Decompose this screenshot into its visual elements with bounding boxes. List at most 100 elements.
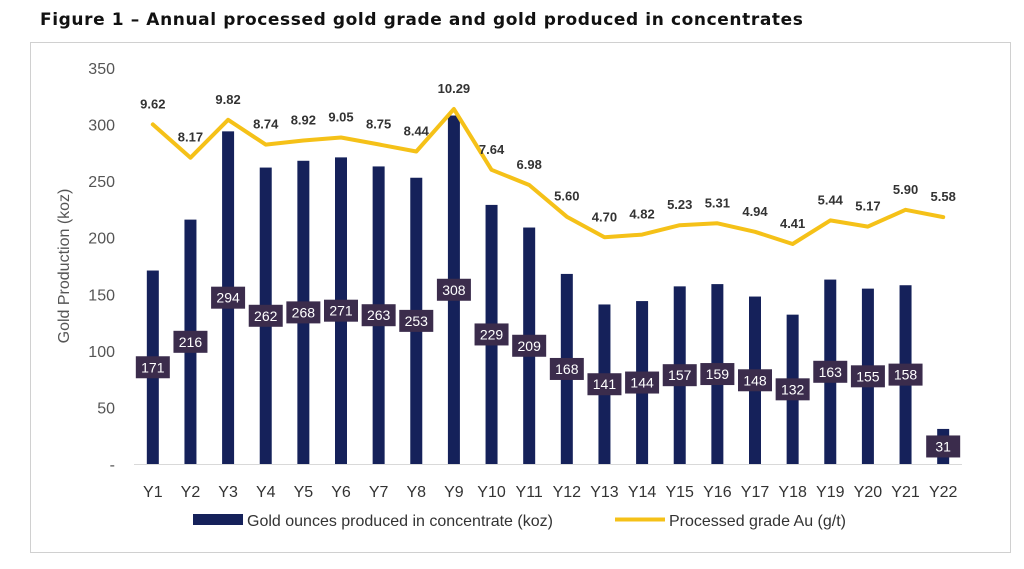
grade-data-label: 4.82: [629, 207, 654, 222]
grade-data-label: 5.90: [893, 182, 918, 197]
grade-data-label: 5.44: [818, 192, 844, 207]
bar-data-label: 144: [630, 375, 654, 391]
x-tick-label: Y11: [516, 484, 543, 501]
y-tick-label: 100: [88, 344, 115, 361]
bar-label-box: [888, 363, 923, 386]
x-tick-label: Y20: [854, 484, 883, 501]
x-tick-label: Y12: [553, 484, 582, 501]
bar-label-box: [211, 286, 246, 309]
chart-area: [30, 42, 1011, 553]
bar-label-box: [926, 435, 961, 458]
bar-label-box: [700, 363, 735, 386]
grade-data-label: 8.74: [253, 117, 279, 132]
bar-label-box: [248, 304, 283, 327]
bar-data-label: 253: [405, 313, 429, 329]
bar-data-label: 209: [518, 338, 542, 354]
grade-data-label: 5.31: [705, 195, 730, 210]
grade-data-label: 10.29: [438, 81, 471, 96]
x-tick-label: Y6: [331, 484, 351, 501]
legend-bar-label: Gold ounces produced in concentrate (koz…: [247, 513, 553, 530]
x-tick-label: Y18: [778, 484, 807, 501]
y-tick-label: -: [110, 457, 115, 474]
bar-data-label: 132: [781, 381, 805, 397]
x-tick-label: Y10: [477, 484, 506, 501]
bar-data-label: 263: [367, 307, 391, 323]
bar-data-label: 163: [819, 364, 843, 380]
bar-data-label: 229: [480, 326, 504, 342]
grade-data-label: 6.98: [517, 157, 542, 172]
bar-data-label: 158: [894, 367, 918, 383]
figure-title: Figure 1 – Annual processed gold grade a…: [40, 10, 804, 30]
x-tick-label: Y19: [816, 484, 845, 501]
grade-data-label: 8.17: [178, 130, 203, 145]
legend-bar-swatch: [193, 514, 243, 525]
x-tick-label: Y13: [590, 484, 619, 501]
grade-data-label: 8.75: [366, 116, 391, 131]
bar-label-box: [662, 364, 697, 387]
bar-label-box: [587, 373, 622, 396]
x-tick-label: Y7: [369, 484, 389, 501]
legend-line-label: Processed grade Au (g/t): [669, 513, 846, 530]
bar-label-box: [135, 356, 170, 379]
grade-data-label: 4.94: [742, 204, 768, 219]
grade-data-label: 5.60: [554, 189, 579, 204]
grade-data-label: 8.44: [404, 123, 430, 138]
bar-data-label: 31: [935, 438, 951, 454]
bar-label-box: [324, 299, 358, 322]
bar-data-label: 157: [668, 367, 692, 383]
x-tick-label: Y1: [143, 484, 163, 501]
y-tick-label: 150: [88, 287, 115, 304]
bar-label-box: [549, 357, 584, 380]
y-tick-label: 300: [88, 118, 115, 135]
bar-label-box: [850, 365, 885, 388]
x-tick-label: Y8: [406, 484, 426, 501]
grade-line: [150, 107, 946, 246]
bar-data-label: 171: [141, 359, 165, 375]
bar-label-box: [775, 378, 810, 401]
y-tick-label: 50: [97, 400, 115, 417]
y-tick-label: 350: [88, 61, 115, 78]
grade-data-label: 9.62: [140, 96, 165, 111]
y-axis-title: Gold Production (koz): [56, 189, 73, 344]
bar-label-box: [738, 369, 772, 392]
x-tick-label: Y4: [256, 484, 276, 501]
grade-data-label: 9.82: [215, 92, 240, 107]
x-tick-label: Y3: [218, 484, 238, 501]
y-tick-label: 200: [88, 231, 115, 248]
bar-label-box: [625, 371, 660, 394]
y-tick-label: 250: [88, 174, 115, 191]
bar-data-label: 168: [555, 361, 579, 377]
bar-data-label: 155: [856, 368, 880, 384]
x-tick-label: Y16: [703, 484, 732, 501]
bar-label-box: [512, 334, 547, 357]
grade-data-label: 5.17: [855, 199, 880, 214]
bar-data-label: 262: [254, 308, 278, 324]
grade-data-label: 4.41: [780, 216, 805, 231]
bar-data-label: 271: [329, 303, 353, 319]
bar-data-label: 216: [179, 334, 203, 350]
x-tick-label: Y21: [891, 484, 920, 501]
bar-label-box: [399, 309, 434, 332]
bar-data-label: 308: [442, 282, 466, 298]
grade-data-label: 5.58: [931, 189, 956, 204]
grade-data-label: 7.64: [479, 142, 505, 157]
bar-label-box: [474, 323, 509, 346]
bar-data-label: 268: [292, 304, 316, 320]
grade-data-label: 4.70: [592, 209, 617, 224]
bar-label-box: [361, 304, 396, 327]
bar-label-box: [173, 330, 208, 353]
x-tick-label: Y15: [665, 484, 694, 501]
grade-data-label: 5.23: [667, 197, 692, 212]
x-tick-label: Y14: [628, 484, 657, 501]
bar-data-label: 159: [706, 366, 730, 382]
bar-data-label: 148: [743, 372, 767, 388]
bar-label-box: [286, 301, 321, 324]
bar-data-label: 294: [216, 290, 240, 306]
x-tick-label: Y2: [181, 484, 201, 501]
bar-data-label: 141: [593, 376, 617, 392]
grade-data-label: 8.92: [291, 112, 316, 127]
x-tick-label: Y9: [444, 484, 464, 501]
x-tick-label: Y17: [741, 484, 770, 501]
grade-data-label: 9.05: [328, 109, 353, 124]
